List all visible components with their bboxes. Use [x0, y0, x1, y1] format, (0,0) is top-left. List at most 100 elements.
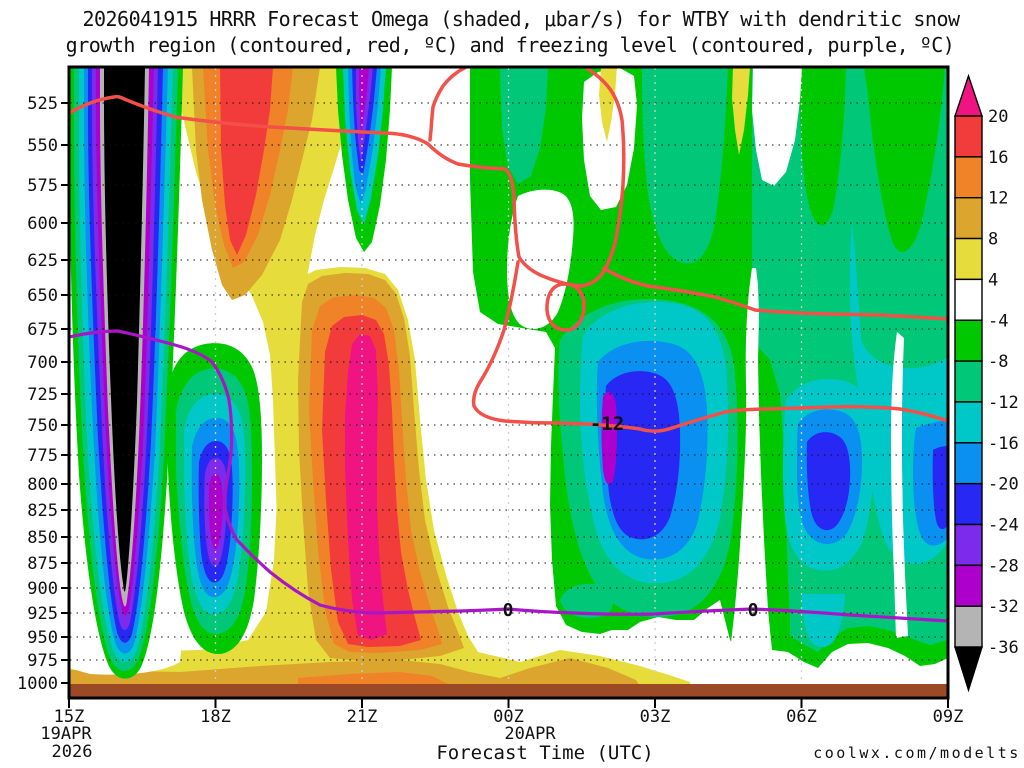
col18-purple [209, 474, 223, 550]
y-tick-label: 800 [27, 475, 58, 495]
colorbar-tick-label: -16 [988, 434, 1019, 454]
title-line-2: growth region (contoured, red, ºC) and f… [66, 33, 955, 57]
dendritic-red-right [602, 266, 948, 321]
colorbar-under-arrow [954, 646, 983, 693]
colorbar-segment [954, 156, 983, 199]
y-tick-label: 725 [27, 385, 58, 405]
emerald-top-02z [642, 67, 728, 264]
y-tick-label: 700 [27, 353, 58, 373]
freezing-level-purple [69, 329, 948, 623]
colorbar-segment [954, 319, 983, 362]
colorbar-tick-label: -24 [988, 516, 1019, 536]
y-tick-label: 900 [27, 579, 58, 599]
colorbar-tick-label: 4 [988, 270, 998, 290]
yellow-sliver-01z [599, 67, 617, 142]
colorbar-tick-label: 20 [988, 107, 1008, 127]
colorbar-tick-label: -4 [988, 311, 1008, 331]
x-tick-label: 09Z [933, 707, 964, 727]
cyan-dip-055z [801, 594, 845, 648]
topleft-warm-red [220, 67, 273, 255]
y-tick-label: 1000 [17, 674, 58, 694]
bottom-strip-orange [298, 672, 448, 684]
y-tick-label: 675 [27, 320, 58, 340]
contour-label: 0 [748, 600, 759, 621]
chart-title: 2026041915 HRRR Forecast Omega (shaded, … [66, 7, 962, 57]
contour-labels: -12 0 0 [503, 413, 759, 621]
y-tick-label: 575 [27, 176, 58, 196]
colorbar-segment [954, 115, 983, 158]
y-tick-label: 875 [27, 554, 58, 574]
y-tick-label: 525 [27, 94, 58, 114]
emerald-dip-02z [560, 583, 613, 618]
dendritic-red-lower [471, 260, 948, 433]
colorbar-segment [954, 442, 983, 485]
emerald-band-00z [500, 67, 548, 184]
y-tick-label: 975 [27, 651, 58, 671]
purple-core-03z [601, 391, 618, 485]
colorbar-segment [954, 482, 983, 526]
blue-right-edge [932, 446, 948, 530]
x-date-label: 2026 [52, 742, 93, 762]
colorbar-over-arrow [954, 73, 983, 117]
colorbar: 20 16 12 8 4 -4 -8 -12 -16 -20 -24 -28 -32 -36 [954, 73, 1019, 693]
dendritic-red-main [69, 67, 626, 288]
white-gap-04z [726, 268, 782, 682]
x-tick-label: 15Z [54, 707, 85, 727]
colorbar-tick-label: 16 [988, 148, 1008, 168]
green-lobe-04z [800, 67, 846, 226]
blue-06z [806, 432, 851, 531]
x-axis-title: Forecast Time (UTC) [436, 742, 653, 764]
dendritic-red-hook [428, 67, 468, 142]
y-tick-label: 625 [27, 251, 58, 271]
y-tick-label: 950 [27, 628, 58, 648]
title-line-1: 2026041915 HRRR Forecast Omega (shaded, … [82, 7, 961, 31]
y-tick-label: 600 [27, 214, 58, 234]
yellow-sliver-04z [732, 67, 750, 155]
colorbar-tick-label: -12 [988, 393, 1019, 413]
colorbar-tick-label: 8 [988, 230, 998, 250]
y-axis-pressure: 525 550 575 600 625 650 675 700 725 750 775 800 825 8… [17, 94, 69, 694]
y-tick-label: 750 [27, 416, 58, 436]
colorbar-segment [954, 401, 983, 444]
colorbar-segment [954, 196, 983, 240]
colorbar-tick-label: -36 [988, 638, 1019, 658]
x-tick-label: 00Z [493, 707, 524, 727]
x-tick-label: 06Z [786, 707, 817, 727]
dendritic-red-loop [545, 282, 586, 332]
green-lobe-07z [864, 67, 945, 253]
updraft-core-black [104, 67, 145, 592]
y-tick-label: 550 [27, 136, 58, 156]
contour-lines [69, 67, 948, 623]
y-tick-label: 825 [27, 501, 58, 521]
colorbar-tick-label: 12 [988, 189, 1008, 209]
colorbar-tick-label: -8 [988, 352, 1008, 372]
y-tick-label: 850 [27, 528, 58, 548]
x-tick-label: 21Z [347, 707, 378, 727]
contour-label: -12 [590, 413, 624, 435]
colorbar-segment [954, 564, 983, 607]
y-tick-label: 925 [27, 604, 58, 624]
colorbar-segment [954, 360, 983, 403]
gridlines [70, 68, 947, 684]
colorbar-segment [954, 237, 983, 281]
x-date-label: 20APR [504, 724, 556, 744]
white-pocket-045z [752, 67, 802, 186]
colorbar-tick-label: -20 [988, 475, 1019, 495]
colorbar-tick-label: -28 [988, 556, 1019, 576]
surface-strip-brown [69, 684, 948, 698]
x-tick-label: 03Z [640, 707, 671, 727]
x-tick-label: 18Z [200, 707, 231, 727]
colorbar-tick-label: -32 [988, 597, 1019, 617]
x-date-label: 19APR [40, 724, 92, 744]
y-tick-label: 775 [27, 446, 58, 466]
contour-label: 0 [503, 600, 514, 621]
colorbar-segment [954, 605, 983, 648]
colorbar-segment [954, 523, 983, 567]
watermark-link[interactable]: coolwx.com/modelts [813, 744, 1021, 762]
white-hole-00z [507, 189, 574, 329]
y-tick-label: 650 [27, 286, 58, 306]
colorbar-segment [954, 278, 983, 321]
